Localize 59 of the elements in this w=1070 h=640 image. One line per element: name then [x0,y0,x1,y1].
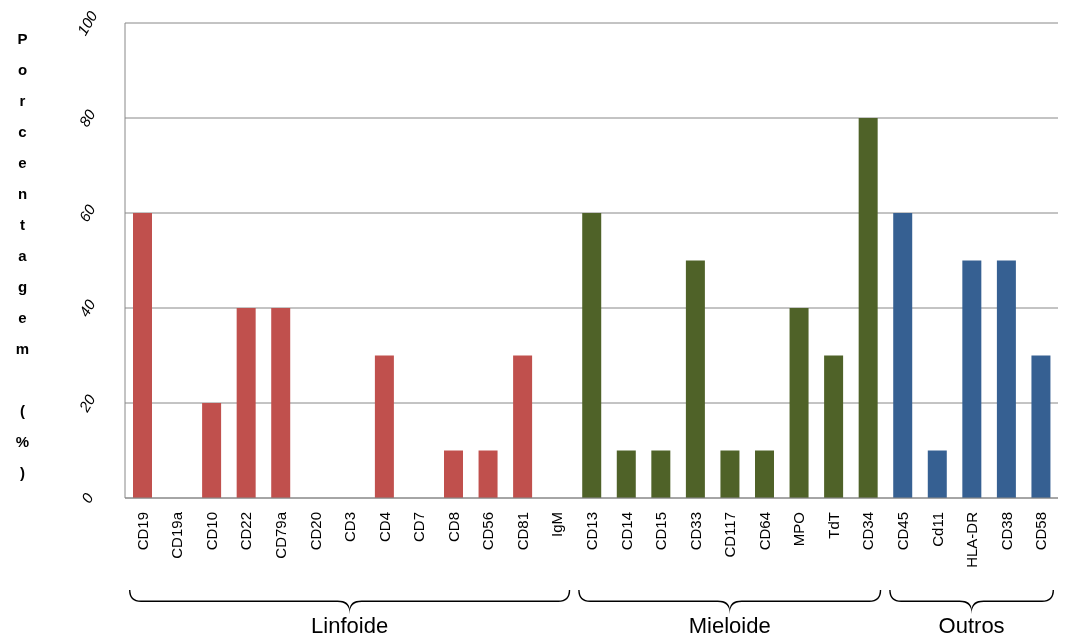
bar [616,450,636,498]
bar [720,450,740,498]
text: Linfoide [311,613,389,638]
y-tick-label: 80 [75,105,99,130]
x-tick-label: CD58 [1032,512,1050,551]
x-tick-label: IgM [548,512,566,538]
bar [1031,355,1051,498]
x-tick-label: CD20 [306,512,324,551]
x-tick-label: CD22 [237,512,255,551]
x-tick-label: CD117 [721,512,739,558]
y-axis-title: Porcentagem (%) [14,30,31,495]
x-tick-label: CD10 [202,512,220,551]
x-tick-label: CD81 [513,512,531,551]
text: Mieloide [688,613,771,638]
bar [444,450,463,498]
bar [858,118,878,498]
bar [824,355,844,498]
x-tick-label: HLA-DR [963,511,981,568]
bar [962,260,982,498]
x-tick-label: CD19 [133,512,151,551]
x-tick-label: MPO [790,512,808,547]
x-tick-label: CD56 [479,512,497,551]
y-tick-label: 20 [74,390,99,416]
bar [478,450,498,498]
x-tick-label: CD33 [686,512,704,551]
bar [133,213,152,498]
bar [582,213,602,498]
y-tick-label: 100 [73,7,101,39]
bar [513,355,533,498]
x-tick-label: CD19a [168,511,186,559]
x-tick-label: CD14 [617,512,635,551]
x-tick-label: CD13 [583,512,600,551]
y-tick-label: 40 [75,295,99,320]
x-tick-label: CD4 [375,512,393,543]
text: Outros [938,613,1005,638]
bar [789,308,809,498]
bar [271,308,291,498]
bar [927,450,947,498]
x-tick-label: CD3 [341,512,359,543]
x-tick-label: CD8 [444,512,462,543]
x-tick-label: CD15 [652,512,670,551]
bar [651,450,671,498]
y-tick-label: 60 [75,200,99,225]
bar [755,450,774,498]
x-tick-label: CD34 [859,512,877,551]
bar [374,355,394,498]
x-tick-label: CD38 [997,512,1015,551]
y-tick-label: 0 [77,489,97,506]
bar [236,308,256,498]
x-tick-label: TdT [824,512,842,539]
bar [893,213,913,498]
x-tick-label: Cd11 [928,512,946,547]
x-tick-label: CD64 [755,512,773,551]
bar [202,403,222,498]
x-tick-label: CD45 [894,512,911,551]
x-tick-label: CD79a [272,511,289,559]
x-tick-label: CD7 [410,512,428,543]
bar [996,260,1016,498]
bar [685,260,705,498]
